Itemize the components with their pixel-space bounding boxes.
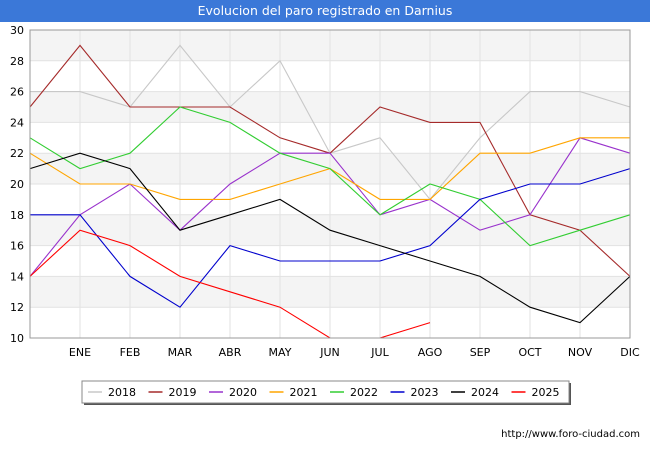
chart-title: Evolucion del paro registrado en Darnius [0,0,650,22]
y-tick-label: 18 [10,209,24,222]
x-tick-label: JUL [370,346,389,359]
y-tick-label: 12 [10,301,24,314]
x-axis-tick-labels: ENE FEB MAR ABR MAY JUN JUL AGO SEP OCT NOV DIC [69,346,640,359]
source-url: http://www.foro-ciudad.com [501,429,640,440]
x-tick-label: MAY [269,346,292,359]
series-line-2024 [29,152,631,324]
y-tick-label: 10 [10,332,24,345]
legend-label-2025: 2025 [532,386,560,399]
x-tick-label: SEP [470,346,491,359]
legend-box [81,380,570,404]
legend-label-2021: 2021 [290,386,318,399]
legend-label-2024: 2024 [471,386,499,399]
legend-label-2023: 2023 [411,386,439,399]
y-tick-label: 24 [10,116,24,129]
y-tick-label: 16 [10,240,24,253]
y-tick-label: 30 [10,24,24,37]
x-tick-label: JUN [319,346,340,359]
y-tick-label: 28 [10,55,24,68]
x-tick-label: DIC [620,346,640,359]
y-tick-label: 20 [10,178,24,191]
legend: 2018 2019 2020 2021 2022 2023 2024 2025 [81,380,571,405]
y-tick-label: 22 [10,147,24,160]
y-tick-label: 26 [10,86,24,99]
legend-label-2020: 2020 [229,386,257,399]
legend-label-2022: 2022 [350,386,378,399]
y-tick-label: 14 [10,270,24,283]
x-tick-label: FEB [120,346,141,359]
x-tick-label: ABR [219,346,242,359]
legend-label-2019: 2019 [169,386,197,399]
x-tick-label: MAR [168,346,193,359]
series-lines [29,44,631,339]
x-tick-label: ENE [69,346,91,359]
series-line-2022 [29,106,631,247]
plot-border [29,29,631,339]
x-tick-label: NOV [568,346,593,359]
legend-label-2018: 2018 [108,386,136,399]
y-axis-tick-labels: 10 12 14 16 18 20 22 24 26 28 30 [10,24,24,345]
x-tick-label: OCT [518,346,541,359]
x-tick-label: AGO [418,346,443,359]
series-line-2023 [30,168,631,308]
